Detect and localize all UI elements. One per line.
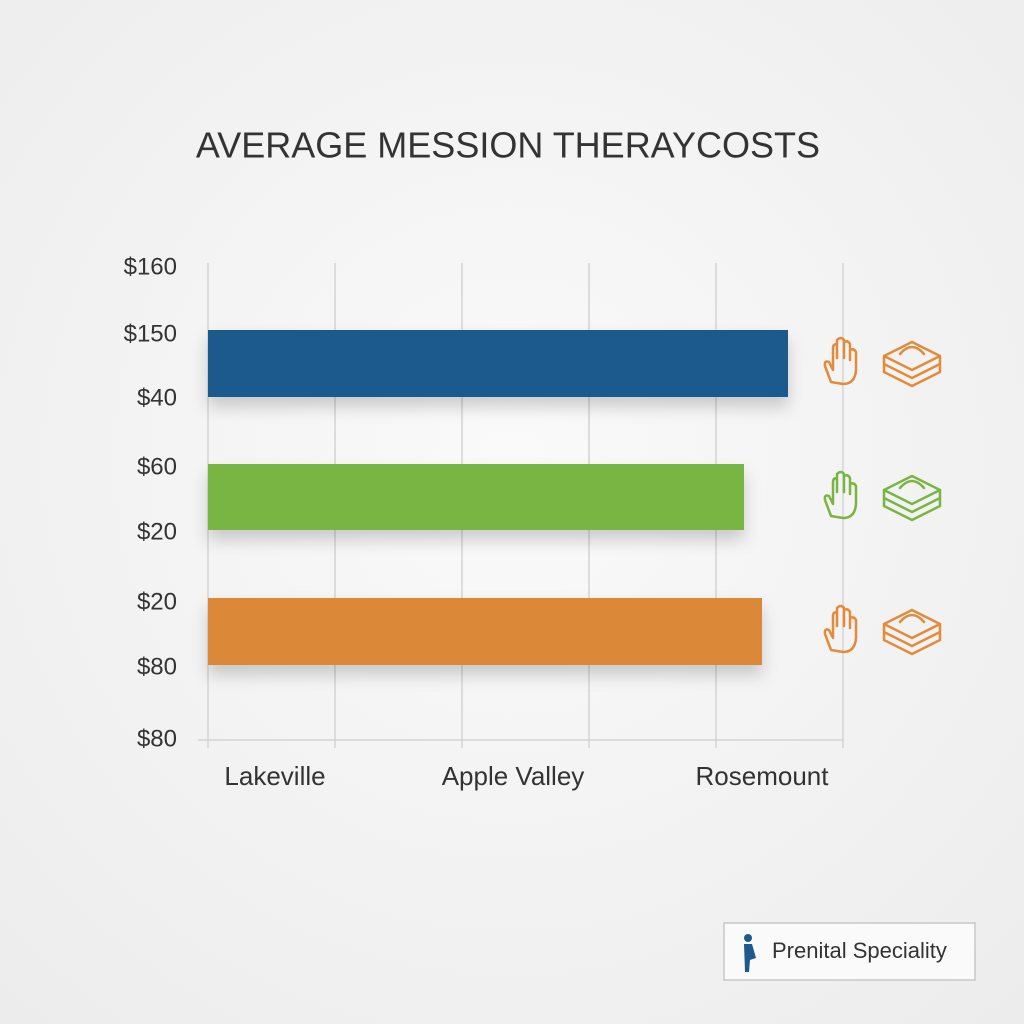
x-label: Apple Valley: [442, 761, 585, 791]
y-label: $40: [137, 384, 177, 411]
bar: [208, 598, 762, 665]
x-label: Rosemount: [696, 761, 830, 791]
y-labels: $160 $150 $40 $60 $20 $20 $80 $80: [124, 253, 177, 752]
y-label: $80: [137, 725, 177, 752]
legend-label: Prenital Speciality: [772, 938, 947, 963]
chart-title: AVERAGE MESSION THERAYCOSTS: [196, 125, 820, 166]
legend: Prenital Speciality: [723, 922, 976, 981]
y-label: $20: [137, 518, 177, 545]
bar: [208, 464, 744, 530]
icons: [823, 336, 942, 656]
bar: [208, 330, 788, 397]
y-label: $160: [124, 253, 177, 280]
x-labels: Lakeville Apple Valley Rosemount: [224, 761, 829, 791]
y-label: $150: [124, 320, 177, 347]
y-label: $60: [137, 453, 177, 480]
x-label: Lakeville: [224, 761, 325, 791]
y-label: $80: [137, 653, 177, 680]
y-label: $20: [137, 588, 177, 615]
